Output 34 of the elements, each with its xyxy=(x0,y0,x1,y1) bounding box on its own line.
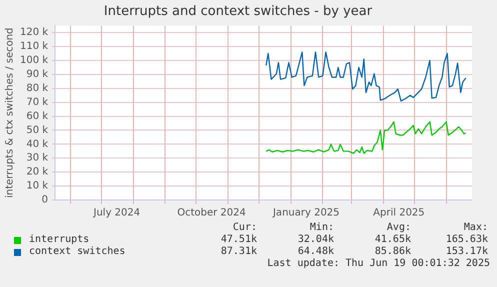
text: 87.31k xyxy=(220,246,257,258)
chart-title: Interrupts and context switches - by year xyxy=(104,4,373,20)
y-tick-label: 60 k xyxy=(26,110,48,122)
text: 165.63k xyxy=(444,234,488,246)
text: Cur: xyxy=(232,222,257,234)
text: Min: xyxy=(308,222,334,234)
y-tick-label: 0 xyxy=(42,194,48,206)
y-tick-label: 20 k xyxy=(26,166,48,178)
text: Max: xyxy=(462,222,488,234)
text: 47.51k xyxy=(220,234,257,246)
text: 153.17k xyxy=(444,246,488,258)
text: Avg: xyxy=(386,222,411,234)
text: 85.86k xyxy=(374,246,411,258)
text: 64.48k xyxy=(296,246,334,258)
y-tick-label: 100 k xyxy=(20,55,48,66)
x-tick-label: October 2024 xyxy=(177,208,246,219)
y-tick-label: 80 k xyxy=(26,82,48,94)
y-axis-title: interrupts & ctx switches / second xyxy=(4,28,16,198)
y-tick-label: 10 k xyxy=(26,180,48,192)
y-tick-label: 120 k xyxy=(20,27,48,38)
y-tick-label: 50 k xyxy=(26,124,48,136)
x-tick-label: April 2025 xyxy=(373,208,425,219)
y-tick-label: 30 k xyxy=(26,152,48,164)
y-tick-label: 90 k xyxy=(26,69,48,80)
legend-label: interrupts xyxy=(29,234,90,246)
legend-label: context switches xyxy=(29,246,126,258)
x-tick-label: January 2025 xyxy=(272,208,340,219)
text: 32.04k xyxy=(296,234,334,246)
y-tick-label: 40 k xyxy=(26,138,48,150)
x-tick-label: July 2024 xyxy=(92,208,140,219)
text: Last update: Thu Jun 19 00:01:32 2025 xyxy=(266,258,490,270)
y-tick-label: 110 k xyxy=(20,41,48,52)
y-tick-label: 70 k xyxy=(26,96,48,108)
text: 41.65k xyxy=(374,234,411,246)
